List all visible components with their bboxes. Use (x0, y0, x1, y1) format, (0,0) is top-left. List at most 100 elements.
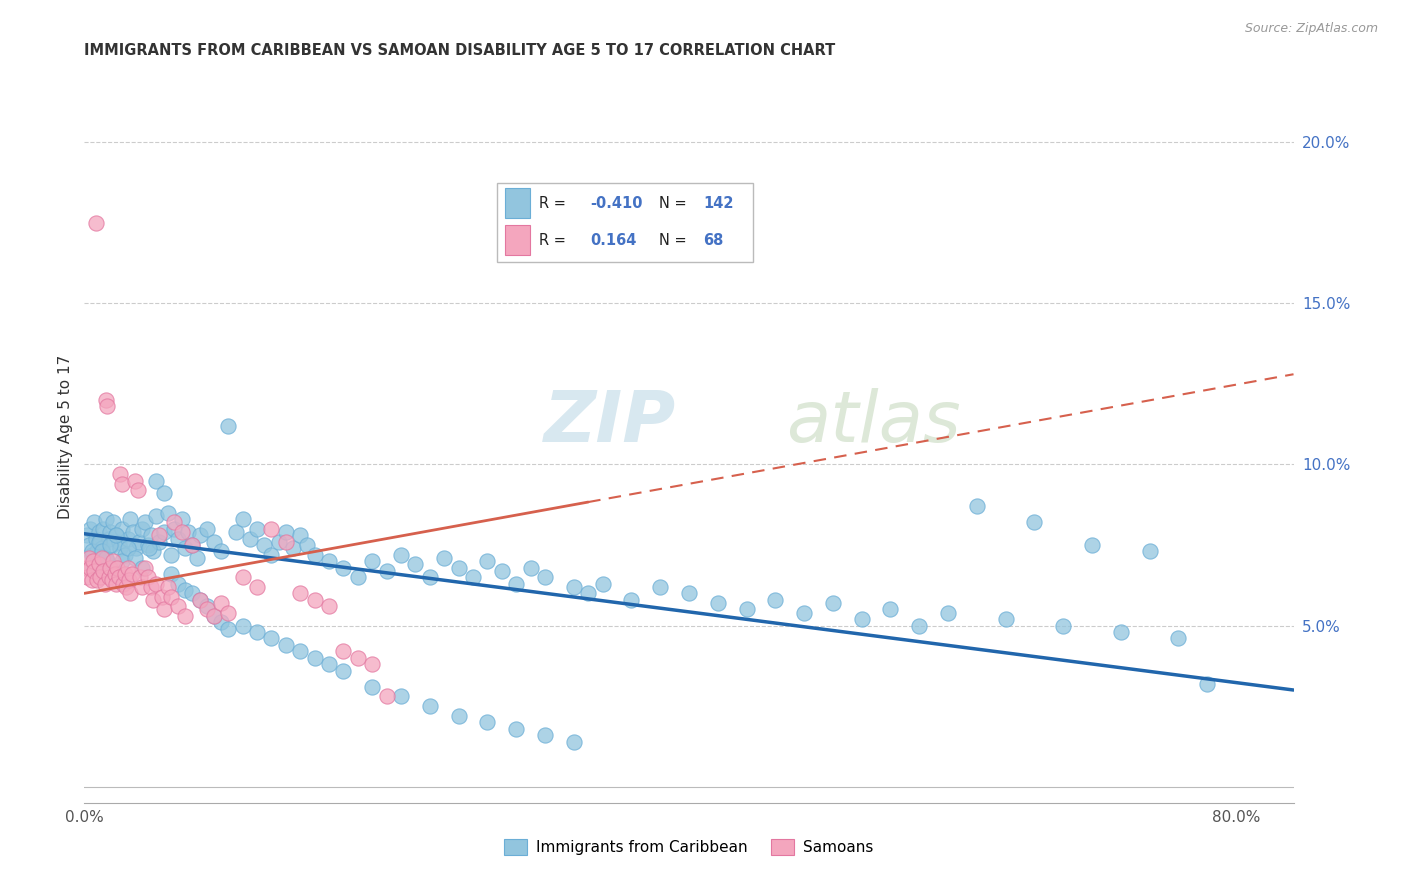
Point (80, 574, 103, 588)
Point (101, 554, 124, 568)
Point (232, 618, 254, 632)
Point (162, 516, 184, 530)
Point (332, 560, 354, 574)
Point (124, 474, 146, 488)
Point (93, 576, 115, 591)
Point (148, 528, 170, 542)
Point (318, 657, 340, 672)
Point (117, 532, 139, 546)
Point (117, 560, 139, 574)
Point (97, 570, 120, 584)
FancyBboxPatch shape (505, 188, 530, 219)
Point (188, 592, 211, 607)
Point (127, 483, 149, 498)
Point (84, 216, 107, 230)
Point (111, 476, 134, 491)
Point (174, 541, 197, 556)
Point (202, 608, 225, 623)
Point (347, 570, 370, 584)
Text: N =: N = (658, 233, 686, 248)
Point (304, 548, 326, 562)
Point (105, 528, 128, 542)
Point (505, 722, 527, 736)
Text: 68: 68 (703, 233, 724, 248)
Point (267, 534, 290, 549)
Point (447, 560, 470, 574)
Point (706, 596, 728, 610)
Point (111, 554, 134, 568)
FancyBboxPatch shape (498, 183, 754, 261)
Point (419, 699, 441, 714)
Point (1167, 632, 1189, 646)
Point (82, 560, 104, 574)
Point (519, 560, 541, 574)
Point (105, 576, 128, 591)
Point (94, 512, 117, 526)
Point (433, 550, 456, 565)
Point (150, 590, 173, 604)
Point (290, 644, 312, 658)
Point (1109, 625, 1132, 640)
Point (389, 690, 412, 704)
Point (83, 516, 105, 530)
Point (76, 528, 98, 542)
Point (159, 567, 181, 582)
Point (851, 612, 873, 626)
Point (159, 548, 181, 562)
Point (84, 532, 107, 546)
Text: -0.410: -0.410 (591, 195, 643, 211)
Point (121, 567, 143, 582)
Point (90, 550, 112, 565)
Point (97, 532, 120, 546)
Point (77, 538, 100, 552)
Point (304, 650, 326, 665)
Point (181, 538, 204, 552)
Point (576, 586, 599, 600)
Point (202, 534, 225, 549)
Point (361, 680, 384, 694)
Point (225, 525, 247, 540)
Point (91, 564, 114, 578)
Point (152, 602, 174, 616)
Point (361, 554, 384, 568)
Point (592, 576, 614, 591)
Point (93, 550, 115, 565)
Point (94, 392, 117, 407)
Legend: Immigrants from Caribbean, Samoans: Immigrants from Caribbean, Samoans (498, 833, 880, 861)
Point (117, 541, 139, 556)
Point (105, 528, 128, 542)
Point (274, 525, 297, 540)
Point (650, 580, 672, 594)
Point (195, 599, 218, 614)
Point (290, 528, 312, 542)
Point (491, 564, 513, 578)
Point (246, 522, 269, 536)
Point (86, 544, 108, 558)
Point (1081, 538, 1104, 552)
Point (274, 534, 297, 549)
Point (260, 632, 283, 646)
Point (195, 602, 218, 616)
Point (139, 528, 162, 542)
Point (139, 580, 162, 594)
Point (332, 644, 354, 658)
Point (821, 596, 844, 610)
Point (217, 606, 239, 620)
Point (156, 580, 179, 594)
Point (562, 580, 585, 594)
Point (332, 664, 354, 678)
Point (87, 558, 110, 572)
Text: IMMIGRANTS FROM CARIBBEAN VS SAMOAN DISABILITY AGE 5 TO 17 CORRELATION CHART: IMMIGRANTS FROM CARIBBEAN VS SAMOAN DISA… (84, 43, 835, 58)
Y-axis label: Disability Age 5 to 17: Disability Age 5 to 17 (58, 355, 73, 519)
Point (1197, 676, 1219, 690)
Point (246, 625, 269, 640)
Point (174, 583, 197, 598)
FancyBboxPatch shape (505, 226, 530, 255)
Point (274, 638, 297, 652)
Point (80, 544, 103, 558)
Text: atlas: atlas (786, 388, 960, 457)
Point (120, 512, 142, 526)
Point (89, 570, 111, 584)
Point (84, 558, 107, 572)
Point (136, 538, 159, 552)
